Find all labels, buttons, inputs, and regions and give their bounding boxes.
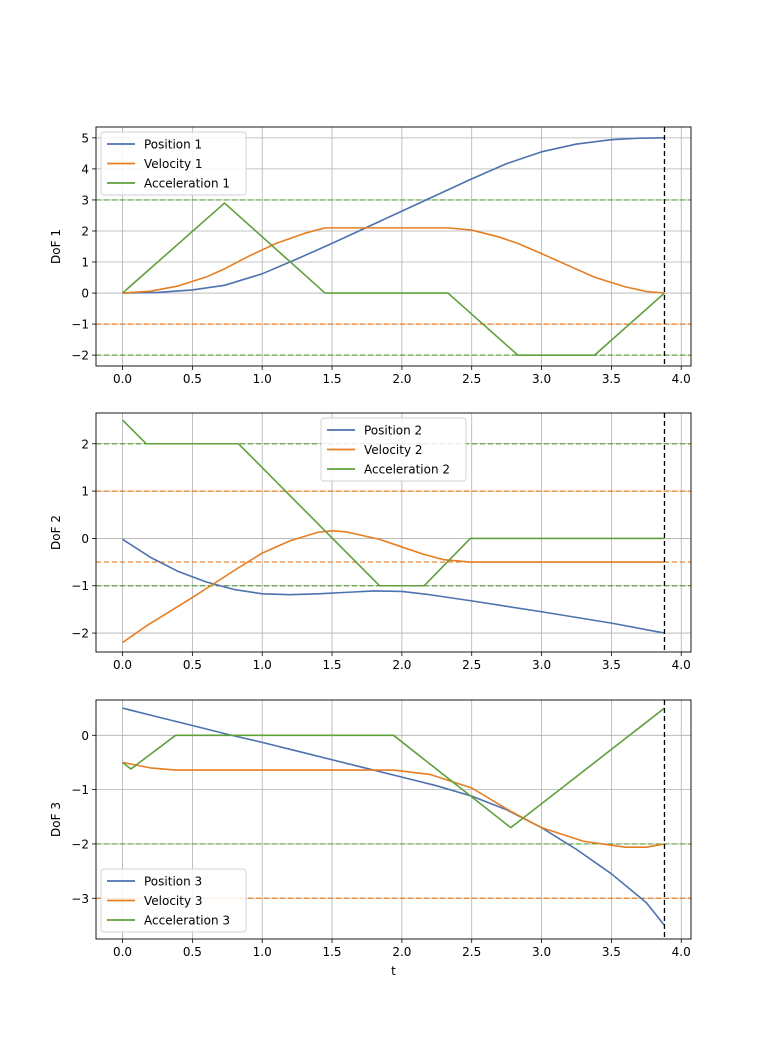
y-tick-label: 0 [81, 729, 89, 743]
series-line-acceleration [121, 419, 665, 587]
x-tick-label: 2.0 [392, 945, 411, 959]
series-line-position [122, 137, 665, 294]
x-tick-label: 3.0 [532, 658, 551, 672]
y-tick-label: −1 [71, 783, 89, 797]
y-axis-label: DoF 1 [49, 229, 63, 264]
legend-label-position: Position 3 [144, 875, 202, 889]
y-tick-label: −1 [71, 579, 89, 593]
y-tick-label: −2 [71, 837, 89, 851]
legend: Position 1 Velocity 1 Acceleration 1 [100, 131, 247, 196]
y-tick-label: 3 [81, 193, 89, 207]
y-tick-label: 2 [81, 224, 89, 238]
legend-box [100, 131, 247, 196]
axes-frame [95, 699, 692, 940]
legend-label-acceleration: Acceleration 2 [364, 463, 450, 477]
series-line-acceleration [122, 202, 665, 356]
x-tick-label: 0.5 [183, 658, 202, 672]
x-tick-label: 4.0 [672, 372, 691, 386]
series-line-position [122, 538, 665, 634]
x-tick-label: 0.0 [113, 372, 132, 386]
x-tick-label: 2.0 [392, 372, 411, 386]
series-line-velocity [122, 530, 665, 644]
x-tick-label: 1.0 [253, 658, 272, 672]
y-axis-label: DoF 3 [49, 802, 63, 837]
y-tick-label: −1 [71, 318, 89, 332]
axes-frame [95, 126, 692, 367]
legend-label-velocity: Velocity 2 [364, 443, 423, 457]
plot-area [96, 413, 691, 652]
y-tick-label: −2 [71, 349, 89, 363]
x-tick-label: 1.0 [253, 372, 272, 386]
x-tick-label: 1.0 [253, 945, 272, 959]
legend-label-position: Position 2 [364, 424, 422, 438]
x-tick-label: 1.5 [322, 658, 341, 672]
x-tick-label: 3.5 [602, 658, 621, 672]
subplot-dof-2: 0.0 0.5 1.0 1.5 2.0 2.5 3.0 3.5 4.0 −2 −1 0 1 2 DoF 2 P… [49, 412, 692, 672]
x-tick-label: 3.0 [532, 945, 551, 959]
x-tick-label: 2.5 [462, 372, 481, 386]
y-tick-label: 4 [81, 162, 89, 176]
x-tick-label: 3.0 [532, 372, 551, 386]
legend-label-position: Position 1 [144, 138, 202, 152]
legend-label-acceleration: Acceleration 1 [144, 177, 230, 191]
subplot-dof-3: 0.0 0.5 1.0 1.5 2.0 2.5 3.0 3.5 4.0 −3 −2 −1 0 DoF 3 t… [49, 699, 692, 978]
x-tick-label: 4.0 [672, 658, 691, 672]
x-tick-label: 2.0 [392, 658, 411, 672]
subplot-dof-1: 0.0 0.5 1.0 1.5 2.0 2.5 3.0 3.5 4.0 −2 −1 0 1 2 3 4 5 DoF… [49, 126, 692, 386]
legend-label-velocity: Velocity 1 [144, 157, 203, 171]
x-tick-label: 4.0 [672, 945, 691, 959]
series-line-position [122, 707, 666, 926]
x-tick-label: 0.5 [183, 372, 202, 386]
legend-box [320, 417, 467, 482]
x-axis-label: t [391, 964, 396, 978]
legend: Position 2 Velocity 2 Acceleration 2 [320, 417, 467, 482]
legend-label-acceleration: Acceleration 3 [144, 914, 230, 928]
legend: Position 3 Velocity 3 Acceleration 3 [100, 868, 247, 933]
y-tick-label: 0 [81, 532, 89, 546]
x-tick-label: 0.0 [113, 945, 132, 959]
y-tick-label: −3 [71, 892, 89, 906]
legend-box [100, 868, 247, 933]
x-tick-label: 2.5 [462, 945, 481, 959]
y-tick-label: −2 [71, 627, 89, 641]
axes-frame [95, 412, 692, 653]
y-tick-label: 0 [81, 287, 89, 301]
series-line-acceleration [122, 707, 665, 829]
x-tick-label: 1.5 [322, 372, 341, 386]
y-tick-label: 1 [81, 485, 89, 499]
y-tick-label: 2 [81, 437, 89, 451]
x-tick-label: 3.5 [602, 372, 621, 386]
series-line-velocity [122, 227, 665, 294]
y-tick-label: 1 [81, 256, 89, 270]
x-tick-label: 3.5 [602, 945, 621, 959]
x-tick-label: 1.5 [322, 945, 341, 959]
x-tick-label: 0.0 [113, 658, 132, 672]
y-axis-label: DoF 2 [49, 515, 63, 550]
x-tick-label: 0.5 [183, 945, 202, 959]
x-tick-label: 2.5 [462, 658, 481, 672]
legend-label-velocity: Velocity 3 [144, 894, 203, 908]
y-tick-label: 5 [81, 131, 89, 145]
plot-area [96, 127, 691, 366]
